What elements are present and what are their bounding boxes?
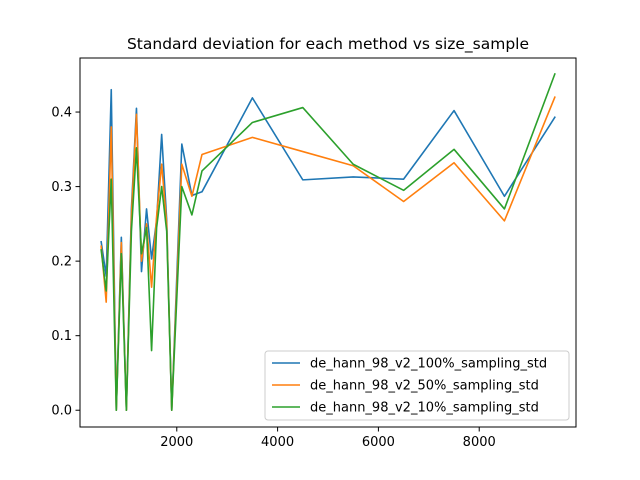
- y-tick-label: 0.0: [51, 404, 72, 419]
- chart-title: Standard deviation for each method vs si…: [127, 35, 529, 54]
- y-tick-label: 0.3: [51, 180, 72, 195]
- legend-label: de_hann_98_v2_50%_sampling_std: [310, 379, 539, 394]
- x-axis: 2000 4000 6000 8000: [160, 427, 496, 450]
- legend: de_hann_98_v2_100%_sampling_std de_hann_9…: [264, 350, 570, 421]
- legend-box: [264, 350, 570, 421]
- x-tick-label: 8000: [463, 435, 496, 450]
- series-line-2: [100, 73, 556, 412]
- y-tick-label: 0.4: [51, 106, 72, 121]
- x-tick-label: 4000: [261, 435, 294, 450]
- y-axis: 0.0 0.1 0.2 0.3 0.4: [51, 106, 80, 419]
- legend-label: de_hann_98_v2_100%_sampling_std: [310, 357, 547, 372]
- y-tick-label: 0.2: [51, 255, 72, 270]
- legend-label: de_hann_98_v2_10%_sampling_std: [310, 401, 539, 416]
- series-line-0: [100, 88, 556, 412]
- series-lines: [100, 73, 556, 412]
- series-line-1: [100, 96, 556, 412]
- x-tick-label: 2000: [160, 435, 193, 450]
- y-tick-label: 0.1: [51, 329, 72, 344]
- plot-frame: [79, 57, 577, 428]
- x-tick-label: 6000: [362, 435, 395, 450]
